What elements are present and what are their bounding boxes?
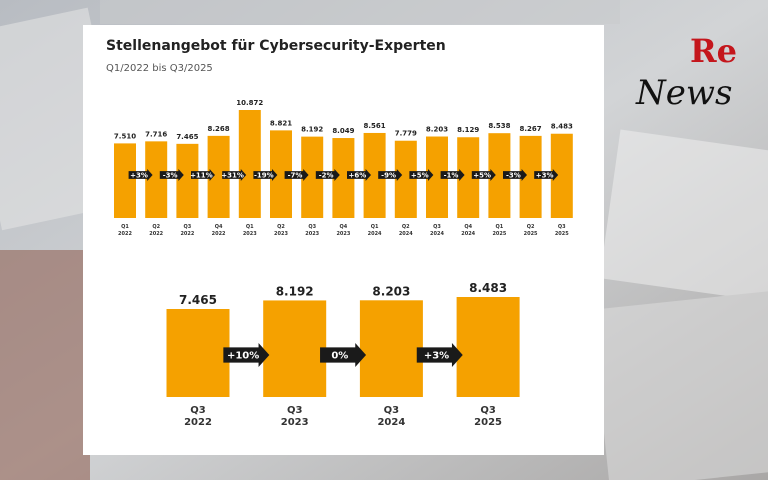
bar [519,135,542,218]
change-label: -7% [288,171,303,179]
bar [363,132,386,218]
value-label: 8.203 [372,284,410,298]
value-label: 7.779 [395,130,417,138]
change-label: -1% [444,171,459,179]
change-label: -19% [254,171,274,179]
change-arrow [416,343,463,367]
change-arrow [347,169,371,181]
x-tick-label: Q1 2022 [118,224,132,237]
logo-news: News [635,73,732,113]
bar [456,297,520,397]
change-label: +3% [424,351,449,362]
change-arrow [128,169,153,181]
value-label: 8.483 [551,123,573,131]
change-label: +11% [190,171,213,179]
bar [176,143,199,218]
x-tick-label: Q3 2025 [474,405,502,428]
value-label: 8.267 [520,125,542,133]
bar [145,141,168,218]
change-label: -9% [381,171,396,179]
change-arrow [253,169,278,181]
x-tick-label: Q3 2023 [281,405,309,428]
change-label: +31% [221,171,244,179]
value-label: 8.561 [364,122,386,130]
x-tick-label: Q2 2024 [399,224,413,237]
bar [332,138,355,218]
logo-re: Re [690,32,737,70]
change-label: +6% [349,171,367,179]
change-label: -2% [319,171,334,179]
bar [238,110,261,218]
value-label: 8.192 [301,126,323,134]
value-label: 7.510 [114,132,136,140]
change-label: -3% [506,171,521,179]
x-tick-label: Q1 2024 [368,224,382,237]
x-tick-label: Q4 2024 [461,224,475,237]
value-label: 10.872 [236,99,263,107]
value-label: 8.049 [332,127,354,135]
change-arrow [471,169,496,181]
value-label: 8.192 [276,284,314,298]
chart-card [83,25,604,455]
x-tick-label: Q3 2023 [305,224,319,237]
change-label: +10% [227,351,259,362]
value-label: 8.268 [208,125,230,133]
bar [263,300,327,397]
change-label: +3% [130,171,148,179]
change-arrow [409,169,434,181]
bar [488,133,511,218]
chart-subtitle: Q1/2022 bis Q3/2025 [106,63,213,74]
x-tick-label: Q1 2023 [243,224,257,237]
bar [270,130,292,218]
change-arrow [503,169,527,181]
value-label: 8.129 [457,126,479,134]
x-tick-label: Q4 2022 [212,224,226,237]
bar [394,140,417,218]
change-arrow [320,343,367,367]
value-label: 8.203 [426,126,448,134]
bar [207,135,230,218]
x-tick-label: Q2 2025 [524,224,538,237]
value-label: 7.465 [179,293,217,307]
value-label: 7.465 [176,133,198,141]
x-tick-label: Q3 2022 [184,405,212,428]
change-label: +3% [536,171,554,179]
change-label: +5% [473,171,491,179]
change-arrow [191,169,215,181]
change-arrow [315,169,340,181]
bar [550,133,573,218]
value-label: 8.483 [469,281,507,295]
change-label: -3% [163,171,178,179]
bar [114,143,136,218]
chart-title: Stellenangebot für Cybersecurity-Experte… [106,38,446,54]
bar [301,136,324,218]
change-arrow [534,169,559,181]
change-arrow [159,169,184,181]
change-arrow [378,169,403,181]
x-tick-label: Q2 2023 [274,224,288,237]
x-tick-label: Q3 2025 [555,224,569,237]
change-arrow [223,343,270,367]
change-label: 0% [331,351,348,362]
value-label: 7.716 [145,130,167,138]
bar [457,137,480,218]
bar [359,300,423,397]
change-arrow [440,169,465,181]
x-tick-label: Q4 2023 [336,224,350,237]
change-arrow [284,169,309,181]
x-tick-label: Q2 2022 [149,224,163,237]
change-arrow [222,169,247,181]
bar [426,136,448,218]
bar [166,309,230,397]
x-tick-label: Q3 2022 [180,224,194,237]
value-label: 8.821 [270,119,292,127]
value-label: 8.538 [488,122,510,130]
change-label: +5% [411,171,429,179]
x-tick-label: Q1 2025 [492,224,506,237]
x-tick-label: Q3 2024 [430,224,444,237]
x-tick-label: Q3 2024 [377,405,405,428]
